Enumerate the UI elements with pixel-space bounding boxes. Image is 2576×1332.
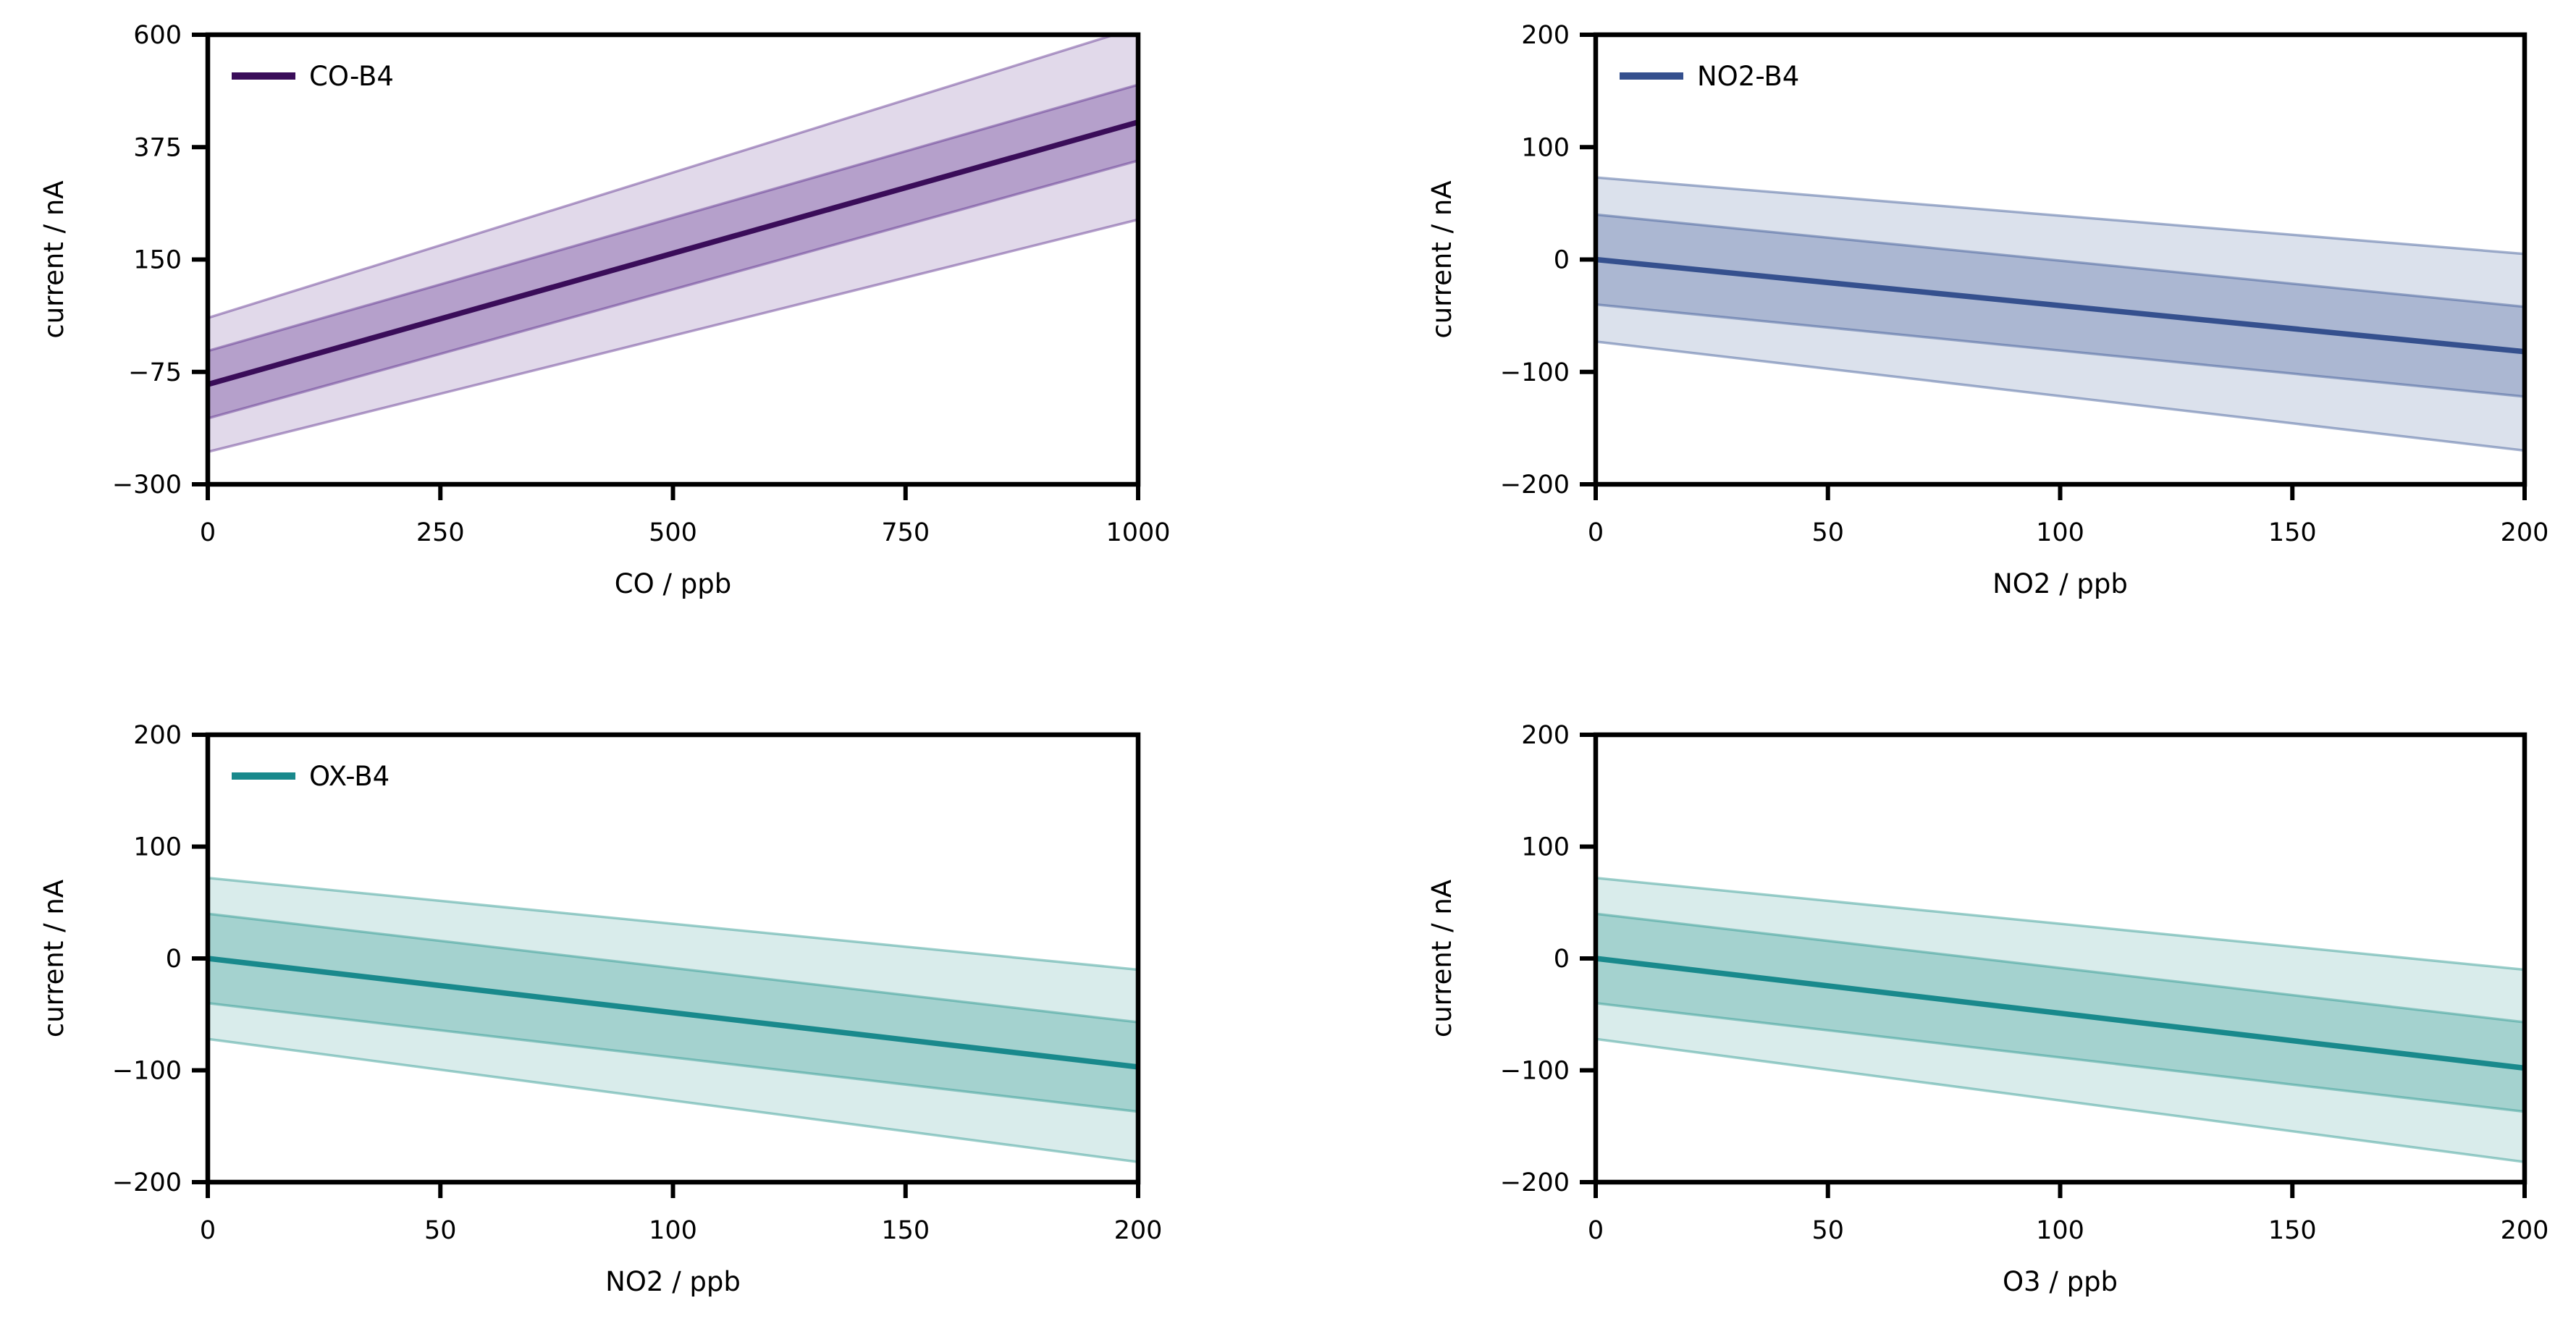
y-tick-label: 150 <box>133 246 182 275</box>
y-tick-label: 200 <box>1521 21 1570 50</box>
x-axis-title-no2-b4: NO2 / ppb <box>1992 568 2128 599</box>
x-tick-label: 150 <box>881 1216 930 1245</box>
legend-ox-b4: OX-B4 <box>232 761 390 792</box>
plot-area-ox-b4-vs-o3 <box>1596 877 2525 1163</box>
y-axis-title-ox-b4: current / nA <box>38 880 70 1037</box>
x-axis-title-ox-b4-vs-o3: O3 / ppb <box>2003 1266 2118 1297</box>
y-tick-label: 0 <box>1554 246 1570 275</box>
y-tick-label: 100 <box>1521 133 1570 162</box>
band-edge-outer-uncertainty-hi <box>1596 877 2525 971</box>
band-edge-outer-uncertainty-lo <box>208 218 1138 453</box>
line-NO2-B4 <box>1596 256 2525 355</box>
band-outer-uncertainty-co-b4 <box>208 35 1138 452</box>
y-axis-title-no2-b4: current / nA <box>1426 180 1457 338</box>
band-edge-inner-uncertainty-hi <box>208 83 1138 353</box>
x-tick-label: 750 <box>881 518 930 547</box>
x-tick-label: 100 <box>649 1216 697 1245</box>
band-edge-outer-uncertainty-hi <box>208 877 1138 971</box>
y-tick-label: 200 <box>133 721 182 750</box>
x-tick-label: 150 <box>2268 518 2317 547</box>
band-edge-outer-uncertainty-lo <box>1596 1037 2525 1163</box>
legend-label-no2-b4: NO2-B4 <box>1697 61 1799 92</box>
band-edge-outer-uncertainty-hi <box>208 35 1119 319</box>
legend-no2-b4: NO2-B4 <box>1620 61 1799 92</box>
x-tick-label: 1000 <box>1106 518 1170 547</box>
y-tick-label: −100 <box>1500 1057 1570 1086</box>
x-axis-title-co-b4: CO / ppb <box>615 568 731 599</box>
band-edge-outer-uncertainty-hi <box>1596 176 2525 256</box>
subplot-ox-b4: 0 50 100 150 200 200 100 0 −100 −200 NO2 / ppb curr… <box>38 721 1162 1297</box>
subplot-no2-b4: 0 50 100 150 200 200 100 0 −100 −200 NO2 / ppb curr… <box>1426 21 2548 599</box>
band-edge-inner-uncertainty-lo <box>1596 303 2525 398</box>
line-OX-B4 <box>1596 956 2525 1071</box>
y-tick-label: −200 <box>112 1168 182 1197</box>
legend-label-co-b4: CO-B4 <box>309 61 394 92</box>
line-CO-B4 <box>208 119 1138 387</box>
x-tick-label: 100 <box>2036 1216 2084 1245</box>
band-outer-uncertainty-ox-b4-vs-o3 <box>1596 877 2525 1163</box>
subplot-ox-b4-vs-o3: 0 50 100 150 200 200 100 0 −100 −200 O3 / ppb curre… <box>1426 721 2548 1297</box>
y-tick-label: −200 <box>1500 1168 1570 1197</box>
line-OX-B4 <box>208 956 1138 1070</box>
y-tick-label: 375 <box>133 133 182 162</box>
band-edge-inner-uncertainty-lo <box>1596 1002 2525 1113</box>
subplot-co-b4: 0 250 500 750 1000 600 375 150 −75 −300 CO / ppb cu… <box>38 21 1171 599</box>
y-tick-label: 100 <box>1521 833 1570 862</box>
x-tick-label: 100 <box>2036 518 2084 547</box>
x-tick-label: 200 <box>2501 1216 2549 1245</box>
x-tick-label: 200 <box>2501 518 2549 547</box>
y-tick-label: 200 <box>1521 721 1570 750</box>
band-edge-inner-uncertainty-lo <box>208 159 1138 420</box>
x-axis-title-ox-b4: NO2 / ppb <box>605 1266 741 1297</box>
y-tick-label: −75 <box>128 358 182 387</box>
x-tick-label: 0 <box>1588 518 1604 547</box>
y-tick-label: −100 <box>1500 358 1570 387</box>
band-edge-inner-uncertainty-lo <box>208 1002 1138 1113</box>
x-tick-label: 50 <box>424 1216 457 1245</box>
y-tick-label: −100 <box>112 1057 182 1086</box>
x-tick-label: 500 <box>649 518 697 547</box>
y-tick-label: −300 <box>112 471 182 500</box>
band-outer-uncertainty-no2-b4 <box>1596 177 2525 451</box>
x-tick-label: 50 <box>1811 518 1844 547</box>
x-tick-label: 0 <box>200 1216 216 1245</box>
y-tick-label: 0 <box>1554 945 1570 974</box>
plot-area-no2-b4 <box>1596 176 2525 452</box>
x-tick-label: 250 <box>416 518 465 547</box>
y-tick-label: 600 <box>133 21 182 50</box>
plot-area-ox-b4 <box>208 877 1138 1163</box>
band-edge-inner-uncertainty-hi <box>1596 213 2525 308</box>
band-edge-inner-uncertainty-hi <box>1596 912 2525 1024</box>
y-tick-label: −200 <box>1500 471 1570 500</box>
x-tick-label: 200 <box>1114 1216 1163 1245</box>
x-tick-label: 0 <box>1588 1216 1604 1245</box>
band-outer-uncertainty-ox-b4 <box>208 877 1138 1163</box>
y-tick-label: 0 <box>166 945 182 974</box>
band-edge-outer-uncertainty-lo <box>208 1037 1138 1163</box>
y-axis-title-co-b4: current / nA <box>38 180 70 338</box>
x-tick-label: 150 <box>2268 1216 2317 1245</box>
x-tick-label: 0 <box>200 518 216 547</box>
band-edge-outer-uncertainty-lo <box>1596 340 2525 452</box>
x-tick-label: 50 <box>1811 1216 1844 1245</box>
legend-co-b4: CO-B4 <box>232 61 394 92</box>
y-axis-title-ox-b4-vs-o3: current / nA <box>1426 880 1457 1037</box>
band-edge-inner-uncertainty-hi <box>208 912 1138 1024</box>
plot-area-co-b4 <box>208 35 1138 453</box>
y-tick-label: 100 <box>133 833 182 862</box>
legend-label-ox-b4: OX-B4 <box>309 761 390 792</box>
